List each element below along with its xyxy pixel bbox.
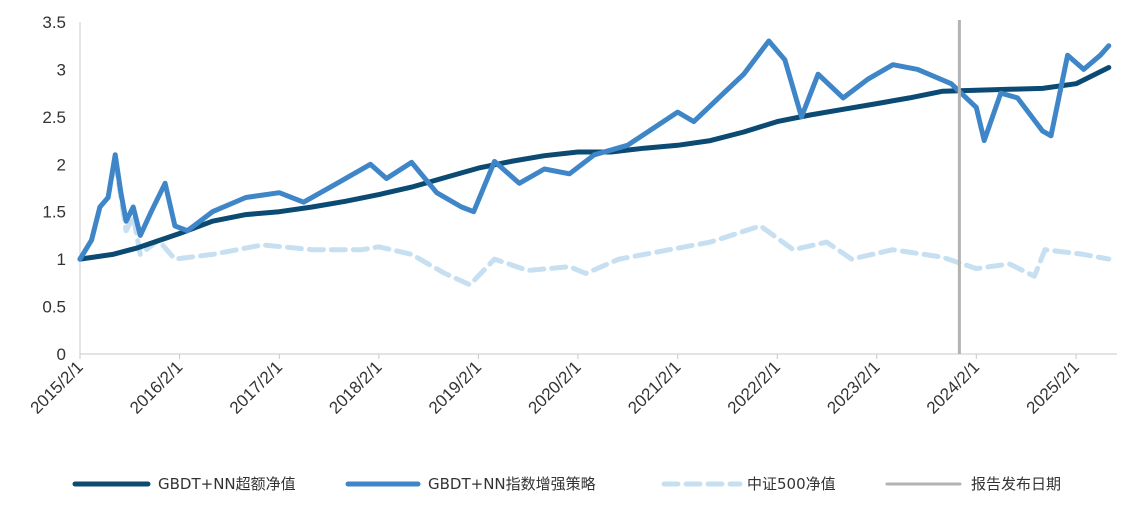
x-tick-label: 2015/2/1 <box>27 357 87 417</box>
x-tick-label: 2017/2/1 <box>226 357 286 417</box>
y-tick-label: 2 <box>57 155 66 174</box>
legend-label-excess: GBDT+NN超额净值 <box>158 475 296 493</box>
x-tick-label: 2021/2/1 <box>624 357 684 417</box>
legend-label-report: 报告发布日期 <box>971 475 1061 493</box>
y-tick-label: 3.5 <box>42 13 66 32</box>
y-tick-label: 1 <box>57 250 66 269</box>
y-tick-label: 3 <box>57 60 66 79</box>
x-tick-label: 2019/2/1 <box>425 357 485 417</box>
legend-label-csi500: 中证500净值 <box>747 475 836 493</box>
x-tick-label: 2024/2/1 <box>923 357 983 417</box>
x-tick-label: 2020/2/1 <box>525 357 585 417</box>
x-tick-label: 2023/2/1 <box>823 357 883 417</box>
y-axis: 0 0.5 1 1.5 2 2.5 3 3.5 <box>42 13 81 364</box>
x-axis: 2015/2/1 2016/2/1 2017/2/1 2018/2/1 2019/2/1… <box>27 353 1117 418</box>
legend: GBDT+NN超额净值 GBDT+NN指数增强策略 中证500净值 报告发布日期 <box>72 475 1061 493</box>
x-tick-label: 2025/2/1 <box>1023 357 1083 417</box>
y-tick-label: 0 <box>57 345 66 364</box>
series-layer <box>77 20 1112 354</box>
legend-label-strategy: GBDT+NN指数增强策略 <box>428 475 596 493</box>
y-tick-label: 1.5 <box>42 203 66 222</box>
series-line-csi500 <box>77 157 1112 288</box>
x-tick-label: 2018/2/1 <box>325 357 385 417</box>
x-tick-label: 2016/2/1 <box>126 357 186 417</box>
x-tick-label: 2022/2/1 <box>724 357 784 417</box>
series-line-strategy <box>77 38 1112 262</box>
y-tick-label: 0.5 <box>42 298 66 317</box>
y-tick-label: 2.5 <box>42 108 66 127</box>
series-line-excess <box>77 65 1112 262</box>
